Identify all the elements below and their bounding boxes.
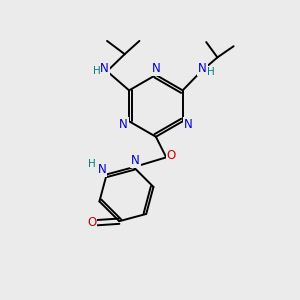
Text: N: N: [98, 163, 106, 176]
Text: N: N: [152, 62, 160, 75]
Text: N: N: [198, 62, 207, 75]
Text: N: N: [131, 154, 140, 167]
Text: N: N: [119, 118, 128, 131]
Text: O: O: [87, 216, 96, 229]
Text: H: H: [88, 159, 96, 169]
Text: N: N: [100, 62, 109, 75]
Text: N: N: [184, 118, 193, 131]
Text: H: H: [93, 66, 100, 76]
Text: O: O: [167, 149, 176, 162]
Text: H: H: [207, 67, 214, 77]
